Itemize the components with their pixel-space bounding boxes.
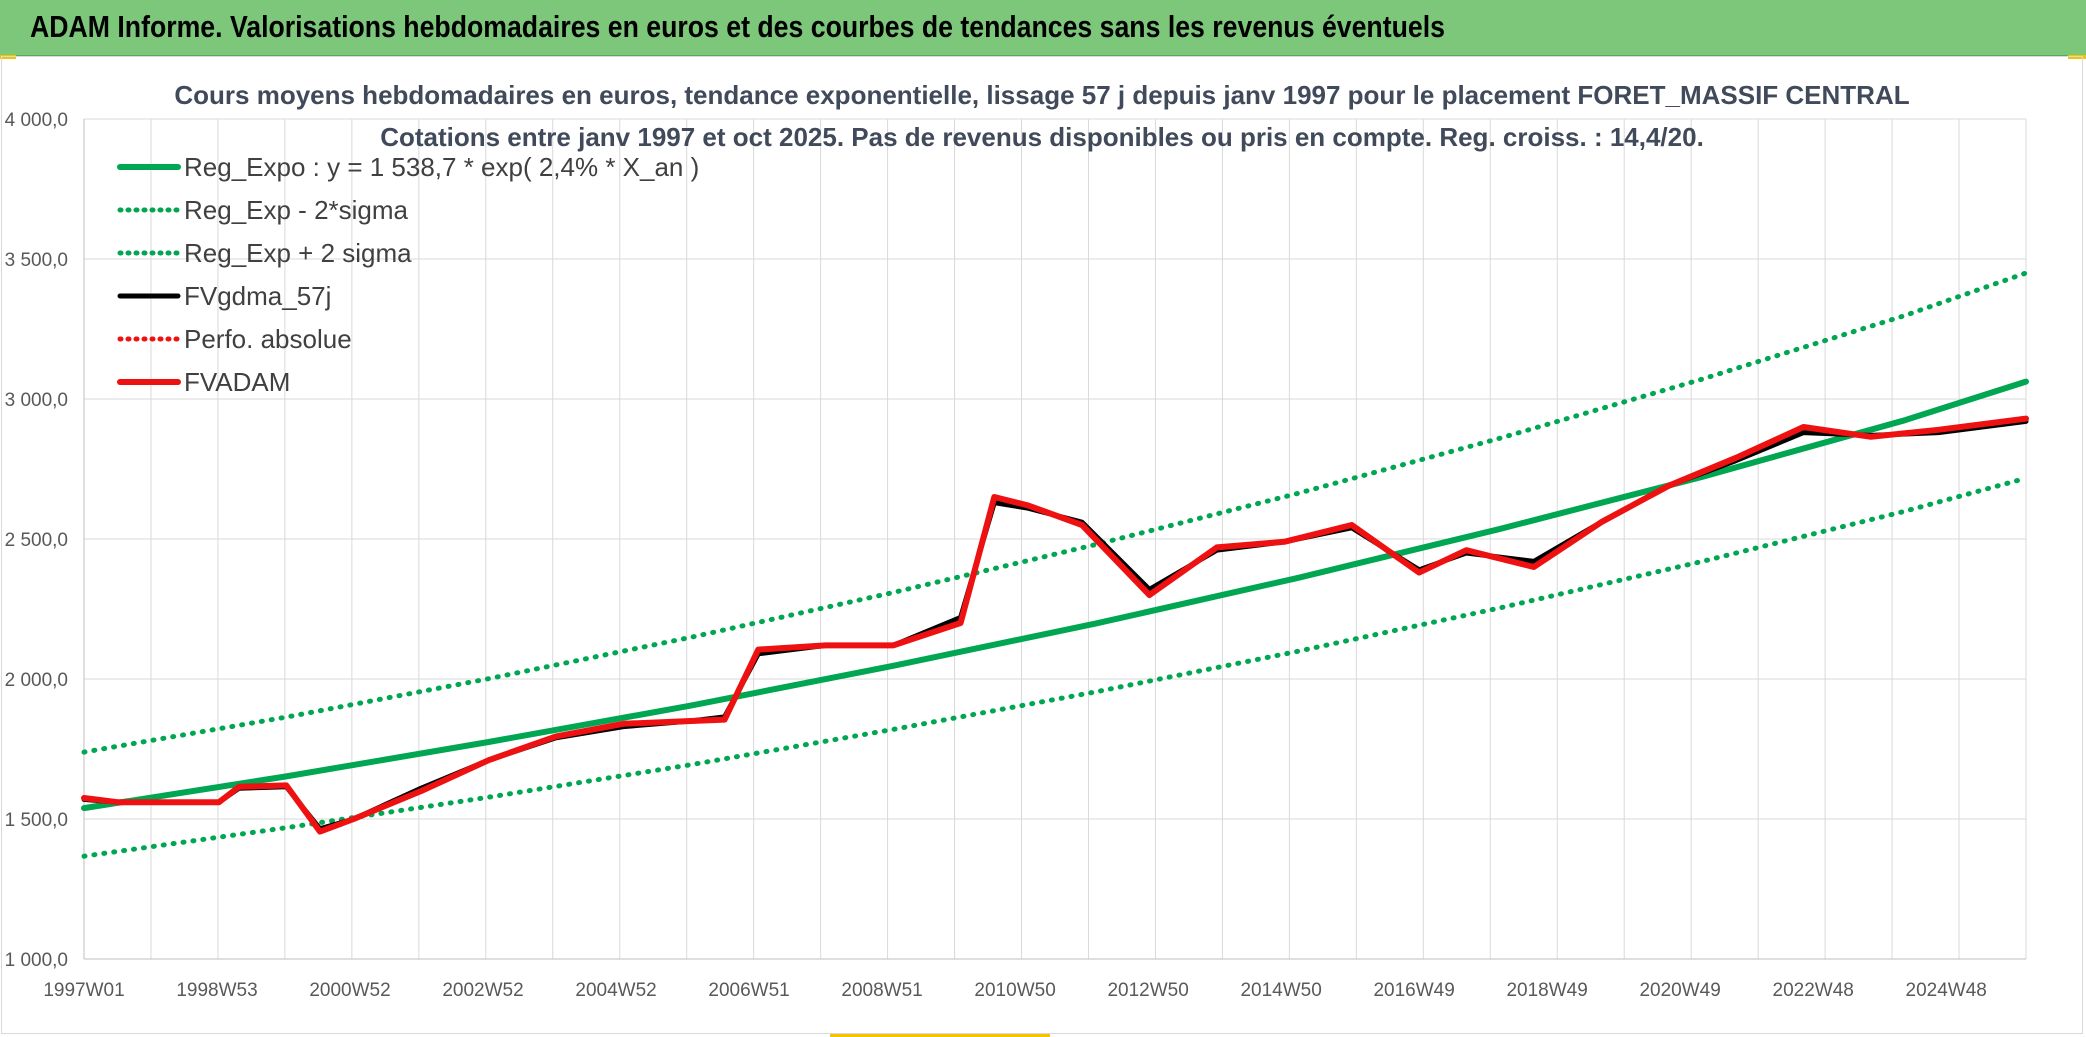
legend-label: FVgdma_57j	[184, 281, 331, 311]
x-tick-label: 1997W01	[43, 980, 124, 1001]
header-banner: ADAM Informe. Valorisations hebdomadaire…	[0, 0, 2086, 56]
chart-subtitle: Cotations entre janv 1997 et oct 2025. P…	[380, 122, 1704, 152]
legend-label: Reg_Exp + 2 sigma	[184, 238, 412, 268]
legend-label: Perfo. absolue	[184, 324, 352, 354]
series-line-5	[81, 415, 2029, 835]
y-tick-label: 1 500,0	[5, 810, 68, 831]
x-tick-label: 2020W49	[1639, 980, 1720, 1001]
legend: Reg_Expo : y = 1 538,7 * exp( 2,4% * X_a…	[117, 152, 699, 397]
y-tick-label: 3 000,0	[5, 390, 68, 411]
corner-accent-right	[2068, 55, 2086, 59]
x-tick-label: 2016W49	[1373, 980, 1454, 1001]
legend-label: Reg_Expo : y = 1 538,7 * exp( 2,4% * X_a…	[184, 152, 699, 182]
x-tick-label: 2008W51	[841, 980, 922, 1001]
x-tick-label: 2010W50	[974, 980, 1055, 1001]
legend-label: Reg_Exp - 2*sigma	[184, 195, 409, 225]
y-tick-label: 2 000,0	[5, 670, 68, 691]
chart-svg: 1 000,0 1 500,0 2 000,0 2 500,0 3 000,0 3 500…	[5, 80, 2029, 1001]
banner-title: ADAM Informe. Valorisations hebdomadaire…	[30, 9, 1445, 44]
legend-label: FVADAM	[184, 367, 290, 397]
chart-frame	[1, 56, 2083, 1034]
x-tick-label: 2018W49	[1506, 980, 1587, 1001]
chart-title: Cours moyens hebdomadaires en euros, ten…	[174, 80, 1909, 110]
y-tick-label: 3 500,0	[5, 250, 68, 271]
series-line-0	[81, 378, 2029, 812]
x-tick-label: 1998W53	[176, 980, 257, 1001]
x-tick-label: 2004W52	[575, 980, 656, 1001]
series-line-1	[81, 475, 2029, 859]
x-tick-label: 2012W50	[1107, 980, 1188, 1001]
corner-accent-left	[0, 55, 16, 59]
x-tick-label: 2002W52	[442, 980, 523, 1001]
series-line-2	[81, 270, 2029, 755]
plot-series	[81, 270, 2029, 859]
corner-accent-bottom	[830, 1033, 1050, 1037]
x-tick-label: 2024W48	[1906, 980, 1987, 1001]
grid-lines	[83, 118, 2027, 960]
x-tick-label: 2000W52	[309, 980, 390, 1001]
x-tick-label: 2006W51	[708, 980, 789, 1001]
y-tick-label: 1 000,0	[5, 950, 68, 971]
y-tick-label: 2 500,0	[5, 530, 68, 551]
axes: 1 000,0 1 500,0 2 000,0 2 500,0 3 000,0 3 500…	[5, 110, 2026, 1001]
x-tick-label: 2014W50	[1240, 980, 1321, 1001]
y-tick-label: 4 000,0	[5, 110, 68, 131]
series-line-3	[81, 418, 2029, 832]
x-tick-label: 2022W48	[1773, 980, 1854, 1001]
